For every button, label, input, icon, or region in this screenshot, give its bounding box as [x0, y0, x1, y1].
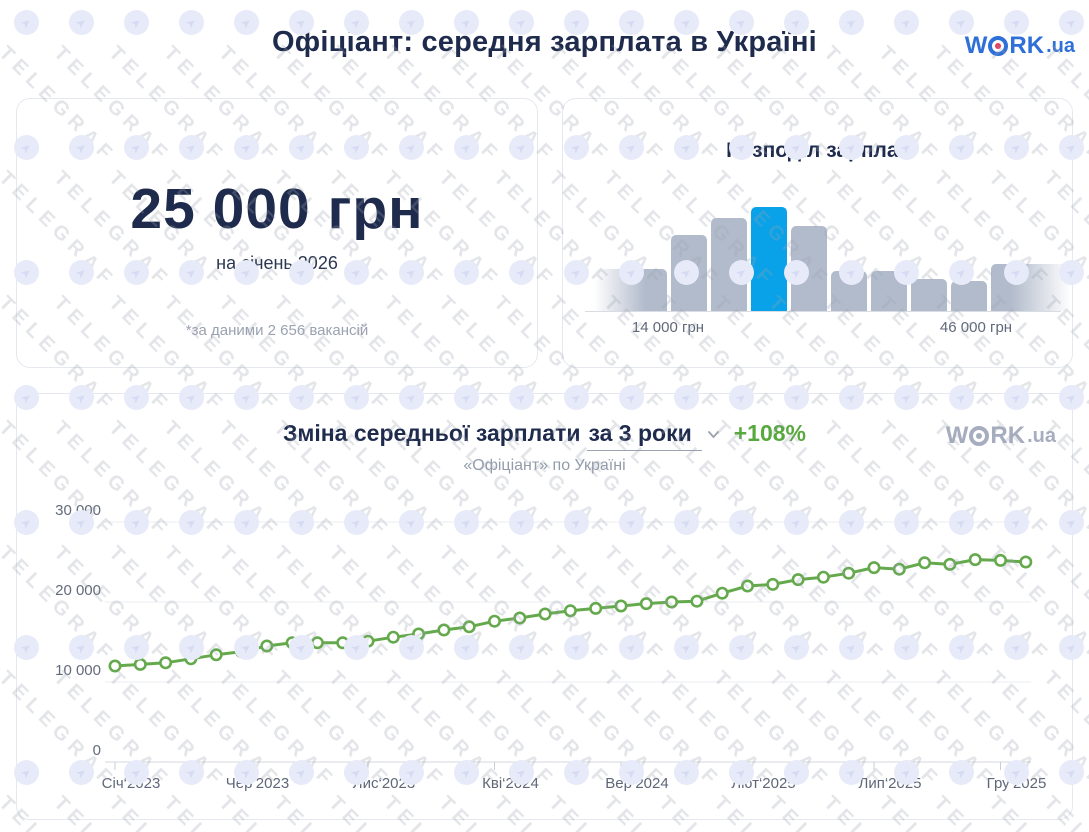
logo-ua-suffix: .ua	[1027, 424, 1056, 447]
logo-letter-w: W	[945, 422, 969, 449]
workua-logo-gray: W RK .ua	[946, 422, 1056, 450]
data-point	[639, 597, 653, 611]
histogram-bar	[671, 235, 707, 311]
data-point	[842, 566, 856, 580]
x-axis-label: Гру‘2025	[987, 775, 1047, 792]
histogram-axis	[585, 311, 1061, 312]
histogram-bar	[594, 269, 667, 311]
data-point	[766, 577, 780, 591]
data-point	[487, 614, 501, 628]
y-axis-label: 10 000	[55, 662, 101, 679]
data-point	[690, 594, 704, 608]
data-point	[614, 599, 628, 613]
logo-letters-rk: RK	[990, 422, 1026, 449]
trend-subtitle: «Офіціант» по Україні	[463, 457, 626, 474]
salary-card: 25 000 грн на січень 2026 *за даними 2 6…	[16, 98, 538, 368]
histogram-min-label: 14 000 грн	[631, 319, 705, 336]
data-point	[412, 627, 426, 641]
y-axis-label: 0	[93, 742, 101, 759]
y-axis-label: 20 000	[55, 582, 101, 599]
data-point	[538, 607, 552, 621]
page-title: Офіціант: середня зарплата в Україні	[272, 26, 817, 58]
data-point	[740, 579, 754, 593]
data-point	[589, 601, 603, 615]
growth-badge: +108%	[733, 420, 807, 446]
histogram-bar	[871, 271, 907, 311]
data-point	[260, 639, 274, 653]
data-point	[513, 611, 527, 625]
histogram-bar	[991, 264, 1071, 311]
histogram-bar	[831, 271, 867, 311]
salary-period: на січень 2026	[216, 253, 338, 273]
x-axis-label: Лис‘2023	[353, 775, 415, 792]
data-point	[943, 557, 957, 571]
data-point	[235, 645, 249, 659]
x-axis-label: Лип‘2025	[858, 775, 921, 792]
data-point	[968, 553, 982, 567]
data-point	[816, 570, 830, 584]
data-point	[336, 636, 350, 650]
trend-title: Зміна середньої зарплати	[282, 420, 581, 446]
salary-histogram	[594, 207, 1071, 311]
data-point	[993, 553, 1007, 567]
data-point	[892, 562, 906, 576]
salary-trend-chart: 0 10 000 20 000 30 000 Січ‘2023 Чер‘2023 Лис‘2…	[55, 502, 1047, 792]
histogram-bar	[791, 226, 827, 311]
histogram-bar-highlighted	[751, 207, 787, 311]
data-point	[462, 620, 476, 634]
data-point	[665, 595, 679, 609]
data-point	[1019, 555, 1033, 569]
data-point	[437, 623, 451, 637]
histogram-bar	[951, 281, 987, 311]
data-point	[918, 556, 932, 570]
x-axis-label: Чер‘2023	[226, 775, 289, 792]
y-axis-label: 30 000	[55, 502, 101, 519]
data-point	[209, 648, 223, 662]
data-point	[715, 586, 729, 600]
x-axis-label: Січ‘2023	[102, 775, 161, 792]
data-point	[791, 573, 805, 587]
logo-letter-w: W	[964, 32, 988, 59]
data-point	[386, 630, 400, 644]
data-point	[108, 659, 122, 673]
histogram-bar	[711, 218, 747, 311]
data-point	[133, 657, 147, 671]
x-axis-label: Лют‘2025	[731, 775, 795, 792]
x-axis-label: Кві‘2024	[482, 775, 539, 792]
x-axis-label: Вер‘2024	[605, 775, 668, 792]
trend-header: Зміна середньої зарплати за 3 роки +108%	[17, 420, 1072, 451]
data-point	[563, 604, 577, 618]
data-point	[184, 652, 198, 666]
data-point	[159, 656, 173, 670]
trend-card: Зміна середньої зарплати за 3 роки +108% «…	[16, 393, 1073, 820]
data-point	[867, 561, 881, 575]
histogram-max-label: 46 000 грн	[939, 319, 1013, 336]
average-salary-value: 25 000 грн	[130, 177, 424, 241]
logo-letters-rk: RK	[1009, 32, 1045, 59]
logo-ua-suffix: .ua	[1046, 34, 1075, 57]
histogram-bar	[911, 279, 947, 311]
data-point	[310, 636, 324, 650]
data-point	[361, 634, 375, 648]
chevron-down-icon[interactable]	[707, 430, 720, 439]
workua-logo: W RK .ua	[965, 32, 1075, 60]
period-dropdown[interactable]: за 3 роки	[586, 420, 702, 451]
distribution-title: Розподіл зарплат	[726, 139, 909, 162]
distribution-card: Розподіл зарплат 14 000 грн 46 000 грн	[562, 98, 1073, 368]
data-point	[285, 636, 299, 650]
vacancies-note: *за даними 2 656 вакансій	[185, 322, 369, 339]
logo-o-icon	[988, 36, 1009, 56]
logo-o-icon	[969, 426, 990, 446]
